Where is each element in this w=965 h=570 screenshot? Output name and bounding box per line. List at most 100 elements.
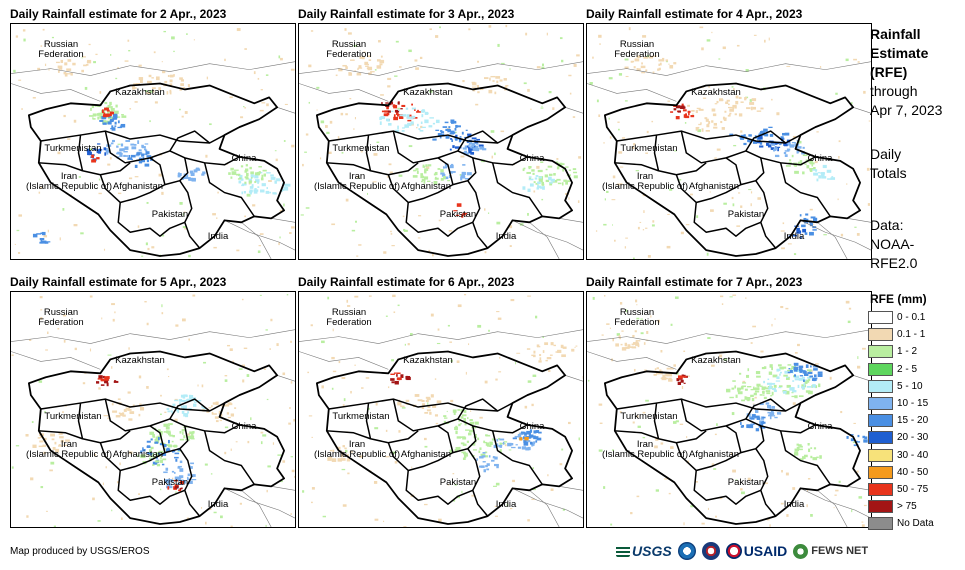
rain-speckle [672, 421, 677, 424]
rain-speckle [833, 507, 835, 509]
rain-cell [791, 154, 794, 158]
rain-speckle [618, 73, 623, 76]
rain-speckle [435, 422, 439, 425]
rain-cell [764, 133, 769, 137]
rain-speckle [635, 170, 640, 172]
rain-cell [472, 89, 476, 92]
rain-cell [799, 375, 804, 377]
country-boundary-thin [299, 329, 583, 344]
rain-cell [770, 413, 774, 415]
rain-speckle [670, 323, 673, 326]
rain-speckle [740, 101, 744, 103]
rain-speckle [418, 215, 422, 217]
rain-cell [809, 162, 815, 165]
rain-speckle [447, 179, 450, 182]
rain-cell [469, 419, 473, 421]
rain-speckle [851, 509, 853, 513]
rain-cell [668, 378, 673, 382]
rain-cell [737, 387, 742, 391]
rain-speckle [508, 449, 512, 451]
rain-cell [357, 67, 363, 69]
rain-speckle [769, 524, 771, 527]
rain-cell [737, 391, 743, 395]
rain-speckle [609, 136, 612, 139]
rain-speckle [39, 296, 43, 299]
rain-cell [745, 96, 747, 100]
rain-speckle [716, 423, 718, 426]
rain-cell [821, 173, 825, 177]
rain-cell [524, 434, 527, 436]
rain-speckle [645, 399, 649, 402]
rain-cell [558, 162, 563, 166]
country-boundary [104, 130, 240, 166]
rain-cell [191, 177, 196, 182]
rain-cell [813, 368, 818, 371]
rain-cell [358, 65, 362, 69]
country-boundary-thin [299, 351, 389, 370]
rain-speckle [747, 477, 751, 481]
rain-speckle [469, 410, 472, 412]
rain-speckle [327, 151, 332, 154]
rain-cell [116, 145, 119, 148]
rain-speckle [161, 304, 163, 308]
rain-cell [804, 232, 808, 235]
rain-speckle [53, 525, 56, 527]
rain-cell [486, 468, 490, 471]
rain-speckle [438, 518, 442, 522]
rain-speckle [505, 24, 508, 28]
rain-cell [756, 110, 762, 112]
rain-cell [798, 368, 803, 372]
rain-cell [526, 171, 531, 174]
rain-cell [146, 445, 151, 448]
rain-speckle [477, 324, 482, 328]
rain-cell [464, 421, 467, 426]
rain-cell [239, 174, 243, 179]
rain-cell [188, 408, 192, 410]
rain-cell [97, 116, 100, 120]
rain-cell [550, 342, 554, 346]
rain-cell [109, 101, 112, 106]
rain-cell [270, 176, 276, 180]
rain-speckle [349, 97, 352, 100]
rain-speckle [562, 508, 565, 511]
rain-cell [737, 390, 740, 393]
rain-speckle [197, 384, 199, 387]
rain-cell [424, 119, 429, 124]
rain-cell [796, 446, 800, 449]
rain-cell [172, 434, 175, 438]
rain-speckle [51, 36, 54, 39]
rain-cell [552, 179, 558, 183]
legend-swatch [868, 465, 893, 479]
rain-cell [423, 180, 426, 184]
rain-speckle [212, 213, 216, 216]
rain-cell [556, 166, 560, 170]
rain-cell [120, 143, 124, 147]
rain-speckle [269, 348, 271, 350]
rain-speckle [257, 250, 261, 254]
rain-cell [450, 138, 453, 140]
rain-cell [526, 440, 531, 443]
rain-cell [799, 445, 803, 448]
rain-speckle [128, 49, 131, 52]
rain-speckle [668, 492, 671, 495]
rain-speckle [540, 107, 544, 109]
rain-cell [146, 92, 151, 95]
rain-cell [133, 143, 137, 146]
rain-speckle [186, 33, 188, 35]
rain-cell [488, 89, 493, 94]
rain-speckle [439, 26, 441, 29]
rain-cell [493, 444, 498, 449]
rain-cell [96, 150, 100, 154]
rain-cell [536, 344, 540, 347]
rain-cell [398, 377, 401, 381]
rain-cell [680, 105, 685, 109]
rain-cell [109, 113, 112, 117]
rain-cell [188, 177, 193, 181]
rain-cell [442, 166, 445, 169]
rain-speckle [137, 225, 140, 228]
rain-speckle [252, 204, 256, 207]
rain-cell [813, 172, 819, 176]
rain-cell [241, 183, 247, 186]
rain-cell [517, 446, 522, 449]
country-boundary [437, 425, 454, 453]
